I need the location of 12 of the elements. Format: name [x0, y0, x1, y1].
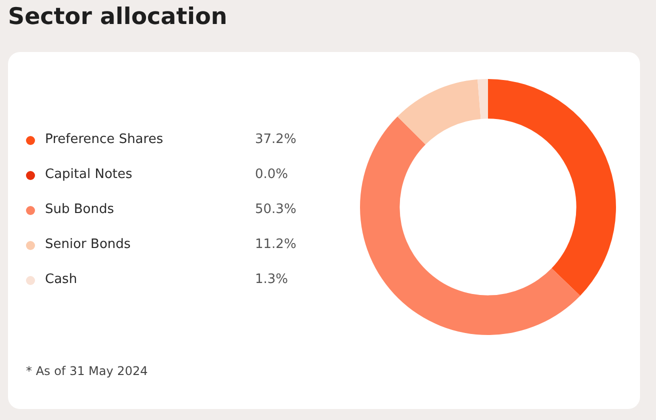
- legend-label: Senior Bonds: [45, 237, 131, 252]
- chart-title: Sector allocation: [8, 4, 228, 30]
- legend-label: Cash: [45, 272, 78, 287]
- data-label: 37.2%: [255, 132, 296, 147]
- data-label: 1.3%: [255, 272, 288, 287]
- text: 0.0%: [255, 167, 288, 182]
- data-label: 11.2%: [255, 237, 296, 252]
- text: * As of 31 May 2024: [26, 364, 148, 378]
- data-label: 50.3%: [255, 202, 296, 217]
- legend-label: Capital Notes: [45, 167, 132, 182]
- legend-label: Preference Shares: [45, 132, 164, 147]
- legend-label: Sub Bonds: [45, 202, 114, 217]
